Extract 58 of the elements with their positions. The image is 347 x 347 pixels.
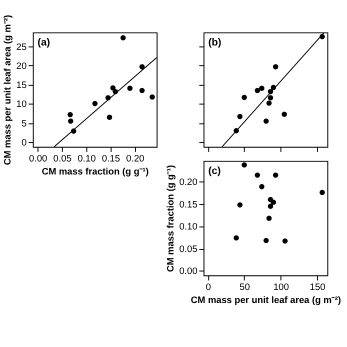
x-tick-label: 0.20 xyxy=(126,153,144,164)
point xyxy=(259,86,264,91)
point xyxy=(272,64,278,70)
x-axis-title: CM mass fraction (g g⁻¹) xyxy=(42,166,149,176)
point xyxy=(139,88,145,94)
point xyxy=(259,184,264,190)
point xyxy=(242,162,247,168)
x-tick-label: 0 xyxy=(206,282,211,292)
point xyxy=(120,35,126,40)
annotation: (c) xyxy=(208,166,221,177)
y-tick-label: 0.15 xyxy=(179,199,198,210)
y-tick-label: 10 xyxy=(16,99,27,110)
point xyxy=(68,118,74,124)
point xyxy=(92,100,98,106)
point xyxy=(320,190,325,196)
point xyxy=(254,172,260,178)
y-tick-label: 20 xyxy=(16,60,27,71)
annotation: (b) xyxy=(208,37,222,48)
point xyxy=(237,114,243,120)
point xyxy=(68,112,73,118)
point xyxy=(282,112,287,117)
x-tick-label: 0.05 xyxy=(53,153,72,164)
point xyxy=(272,172,278,178)
point xyxy=(263,118,269,124)
point xyxy=(106,114,112,120)
x-tick-label: 0.10 xyxy=(78,153,96,164)
x-tick-label: 150 xyxy=(310,282,326,292)
point xyxy=(127,86,133,91)
x-tick-label: 50 xyxy=(240,282,250,292)
point xyxy=(150,94,155,100)
point xyxy=(110,85,116,90)
point xyxy=(234,235,239,241)
point xyxy=(270,200,276,205)
point xyxy=(139,64,145,70)
y-axis-title: CM mass fraction (g g⁻¹) xyxy=(166,165,176,272)
y-tick-label: 0.00 xyxy=(179,266,198,276)
annotation: (a) xyxy=(38,37,50,48)
y-tick-label: 15 xyxy=(16,80,27,90)
y-tick-label: 0.20 xyxy=(179,177,198,188)
point xyxy=(266,216,272,221)
point xyxy=(266,100,272,106)
y-tick-label: 0.05 xyxy=(179,244,198,254)
x-tick-label: 100 xyxy=(273,282,289,292)
y-tick-label: 5 xyxy=(22,118,27,128)
point xyxy=(268,204,274,209)
x-tick-label: 0.00 xyxy=(29,153,48,164)
y-tick-label: 0 xyxy=(22,137,27,148)
point xyxy=(268,95,274,100)
point xyxy=(237,202,243,208)
point xyxy=(242,94,247,100)
point xyxy=(254,88,260,94)
x-axis-title: CM mass per unit leaf area (g m⁻²) xyxy=(190,294,341,305)
y-axis-title: CM mass per unit leaf area (g m⁻²) xyxy=(2,14,13,166)
y-tick-label: 0.10 xyxy=(179,222,198,232)
y-tick-label: 25 xyxy=(16,42,27,52)
x-tick-label: 0.15 xyxy=(102,153,120,164)
point xyxy=(282,238,288,244)
point xyxy=(263,238,269,244)
